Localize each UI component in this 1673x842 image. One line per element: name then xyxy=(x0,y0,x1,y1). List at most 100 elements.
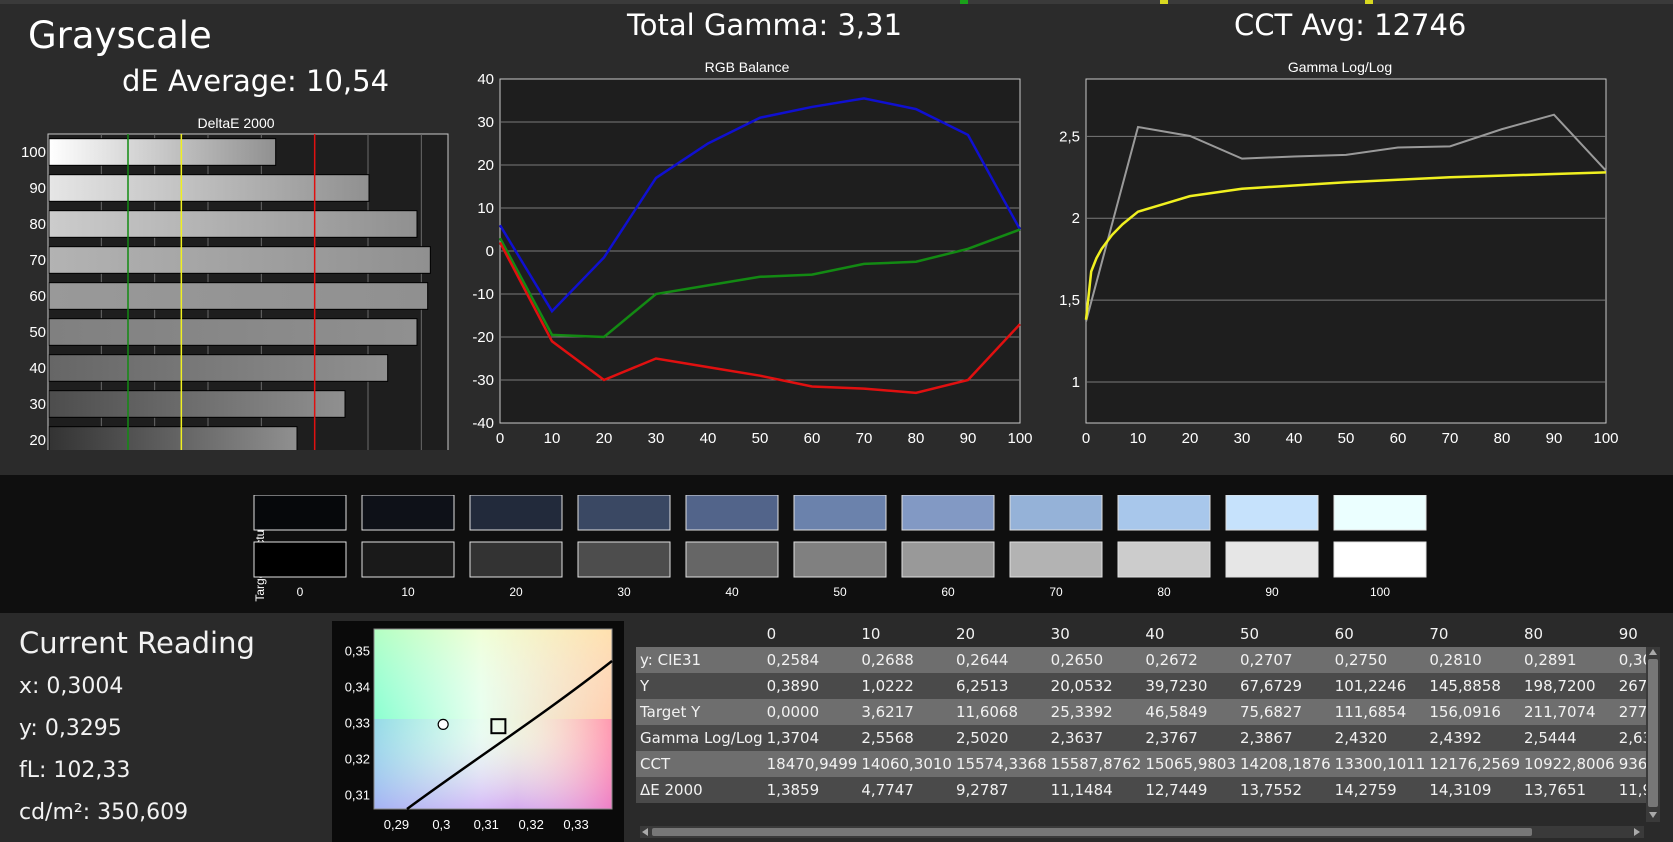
swatch-actual xyxy=(793,495,887,531)
vertical-scrollbar[interactable] xyxy=(1646,647,1660,822)
swatch-target xyxy=(253,541,347,578)
rgb-series-line xyxy=(498,228,1021,339)
chart-x-tick: 10 xyxy=(1130,430,1147,447)
reading-cdm2: cd/m²: 350,609 xyxy=(19,800,189,825)
chart-y-tick: 40 xyxy=(477,71,494,88)
table-column-header[interactable]: 10 xyxy=(861,625,881,643)
swatch-label: 40 xyxy=(725,585,739,599)
chart-y-tick: -20 xyxy=(472,329,494,346)
readings-table: 0 10 20 30 40 50 60 70 80 90 y: CIE31 0,2584 0,2688 0… xyxy=(636,621,1646,803)
gamma-target-line xyxy=(1084,171,1607,320)
swatch-actual xyxy=(361,495,455,531)
chart-x-tick: 60 xyxy=(1390,430,1407,447)
table-column-header[interactable]: 40 xyxy=(1145,625,1165,643)
rgb-series-line xyxy=(498,241,1021,395)
chart-x-tick: 10 xyxy=(544,430,561,447)
table-cell: 46,5849 xyxy=(1141,699,1236,725)
reading-fl: fL: 102,33 xyxy=(19,758,131,783)
table-cell: 2,3867 xyxy=(1236,725,1331,751)
swatch-label: 0 xyxy=(297,585,304,599)
cie-x-tick: 0,31 xyxy=(474,817,499,832)
deltae-y-label: 100 xyxy=(21,144,46,161)
scroll-down-icon[interactable] xyxy=(1649,812,1657,818)
scroll-up-icon[interactable] xyxy=(1649,649,1657,655)
table-cell: 0,2891 xyxy=(1520,647,1615,673)
table-column-header[interactable]: 0 xyxy=(766,625,777,643)
total-gamma-label: Total Gamma: 3,31 xyxy=(627,8,903,42)
horizontal-scroll-thumb[interactable] xyxy=(652,828,1532,836)
table-cell: 4,7747 xyxy=(857,777,952,803)
scroll-right-icon[interactable] xyxy=(1634,828,1640,836)
chart-x-tick: 90 xyxy=(960,430,977,447)
table-column-header[interactable]: 20 xyxy=(955,625,976,643)
swatch-target xyxy=(1225,541,1319,578)
gamma-measured-line xyxy=(1085,113,1607,322)
cie-y-tick: 0,31 xyxy=(345,788,370,803)
table-cell: 6,2513 xyxy=(951,673,1047,699)
swatch-target xyxy=(361,541,455,578)
table-cell: 15587,8762 xyxy=(1046,751,1142,777)
deltae-bar xyxy=(48,246,431,274)
table-column-header[interactable]: 50 xyxy=(1240,625,1260,643)
table-cell: 12,7449 xyxy=(1141,777,1236,803)
table-column-header[interactable]: 80 xyxy=(1524,625,1544,643)
table-row[interactable]: Y 0,3890 1,0222 6,2513 20,0532 39,7230 67,6729… xyxy=(636,673,1646,699)
table-header-cell xyxy=(636,621,763,647)
swatch-label: 70 xyxy=(1049,585,1063,599)
chart-y-tick: 0 xyxy=(486,243,494,260)
chart-y-tick: -40 xyxy=(472,415,494,432)
table-row[interactable]: ΔE 2000 1,3859 4,7747 9,2787 11,1484 12,7449 1… xyxy=(636,777,1646,803)
swatch-target xyxy=(901,541,995,578)
cie-x-tick: 0,32 xyxy=(519,817,544,832)
table-cell: 15574,3368 xyxy=(951,751,1047,777)
horizontal-scrollbar[interactable] xyxy=(640,826,1644,838)
chart-y-tick: -30 xyxy=(472,372,494,389)
table-cell: 0,0000 xyxy=(762,699,858,725)
table-row[interactable]: y: CIE31 0,2584 0,2688 0,2644 0,2650 0,2672 0,… xyxy=(636,647,1646,673)
deltae-y-label: 70 xyxy=(29,252,46,269)
table-cell: 20,0532 xyxy=(1046,673,1142,699)
chart-x-tick: 20 xyxy=(596,430,613,447)
swatch-label: 30 xyxy=(617,585,631,599)
deltae-bar xyxy=(48,174,370,202)
rgb-series-line xyxy=(498,97,1022,314)
table-column-header[interactable]: 90 xyxy=(1618,625,1638,643)
table-cell: 14,2759 xyxy=(1330,777,1426,803)
deltae-bar xyxy=(48,210,418,238)
table-cell: 75,6827 xyxy=(1236,699,1331,725)
table-row[interactable]: CCT 18470,9499 14060,3010 15574,3368 15587,8… xyxy=(636,751,1646,777)
vertical-scroll-thumb[interactable] xyxy=(1648,659,1658,807)
planckian-locus xyxy=(406,660,613,811)
table-cell: 14060,3010 xyxy=(857,751,952,777)
reading-x: x: 0,3004 xyxy=(19,674,124,699)
table-cell: 2,5568 xyxy=(857,725,952,751)
deltae-y-label: 20 xyxy=(29,432,46,449)
current-reading-title: Current Reading xyxy=(19,626,255,660)
chart-x-tick: 20 xyxy=(1182,430,1199,447)
chart-x-tick: 70 xyxy=(1442,430,1459,447)
table-row-label: Target Y xyxy=(636,699,763,725)
readings-table-container[interactable]: 0 10 20 30 40 50 60 70 80 90 y: CIE31 0,2584 0,2688 0… xyxy=(636,621,1646,824)
table-column-header[interactable]: 30 xyxy=(1050,625,1070,643)
table-column-header[interactable]: 60 xyxy=(1334,625,1354,643)
swatch-actual xyxy=(1333,495,1427,531)
swatch-actual xyxy=(1225,495,1319,531)
gamma-chart-title: Gamma Log/Log xyxy=(1288,59,1392,75)
cie-measured-point xyxy=(437,718,449,731)
deltae-y-label: 40 xyxy=(29,360,46,377)
chart-x-tick: 80 xyxy=(1494,430,1511,447)
chart-x-tick: 100 xyxy=(1007,430,1032,447)
cie-x-tick: 0,33 xyxy=(563,817,588,832)
swatch-label: 10 xyxy=(401,585,415,599)
table-row[interactable]: Gamma Log/Log 1,3704 2,5568 2,5020 2,3637 2,3… xyxy=(636,725,1646,751)
table-cell: 2,4392 xyxy=(1425,725,1521,751)
top-strip-yellow-2 xyxy=(1365,0,1373,4)
scroll-left-icon[interactable] xyxy=(642,828,648,836)
table-cell: 0,2650 xyxy=(1046,647,1142,673)
table-column-header[interactable]: 70 xyxy=(1429,625,1449,643)
table-cell: 1,3859 xyxy=(762,777,858,803)
table-cell: 198,7200 xyxy=(1520,673,1615,699)
table-row[interactable]: Target Y 0,0000 3,6217 11,6068 25,3392 46,584… xyxy=(636,699,1646,725)
swatch-target xyxy=(577,541,671,578)
chart-x-tick: 40 xyxy=(700,430,717,447)
